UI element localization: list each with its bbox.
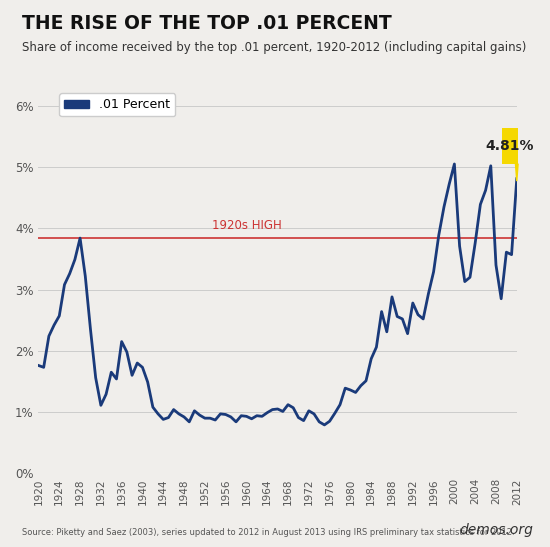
Text: 1920s HIGH: 1920s HIGH bbox=[212, 219, 281, 232]
FancyBboxPatch shape bbox=[502, 129, 518, 164]
Text: Share of income received by the top .01 percent, 1920-2012 (including capital ga: Share of income received by the top .01 … bbox=[22, 41, 526, 54]
Text: THE RISE OF THE TOP .01 PERCENT: THE RISE OF THE TOP .01 PERCENT bbox=[22, 14, 392, 33]
Text: demos.org: demos.org bbox=[460, 523, 534, 537]
Text: 4.81%: 4.81% bbox=[486, 139, 534, 153]
Polygon shape bbox=[515, 164, 518, 181]
Legend: .01 Percent: .01 Percent bbox=[59, 94, 175, 117]
Text: Source: Piketty and Saez (2003), series updated to 2012 in August 2013 using IRS: Source: Piketty and Saez (2003), series … bbox=[22, 528, 515, 537]
